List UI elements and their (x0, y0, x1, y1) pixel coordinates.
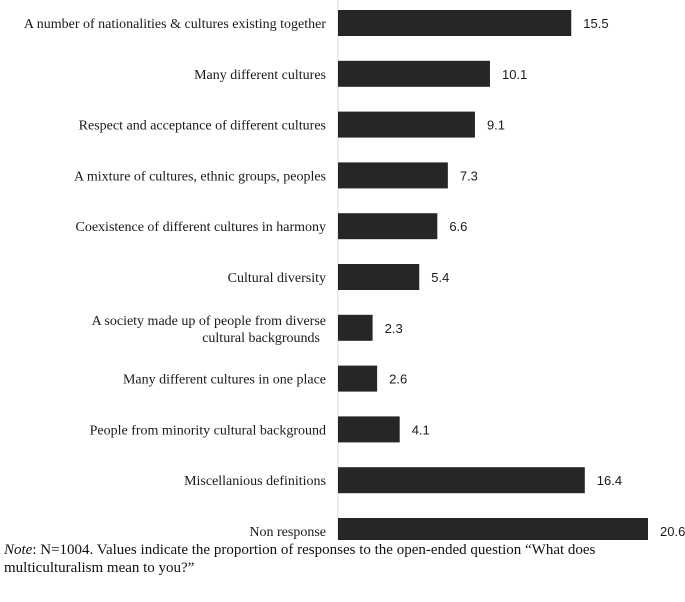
value-label: 16.4 (597, 473, 622, 488)
bar (338, 60, 490, 87)
value-label: 2.3 (385, 321, 403, 336)
value-label: 5.4 (431, 270, 449, 285)
category-label: Many different cultures (194, 68, 326, 83)
category-label: Many different cultures in one place (123, 373, 326, 388)
bar (338, 264, 420, 290)
bar (338, 162, 448, 189)
bar (338, 416, 400, 443)
value-label: 10.1 (502, 67, 527, 82)
bar (338, 10, 572, 36)
category-label: A number of nationalities & cultures exi… (24, 17, 326, 32)
bar (338, 467, 585, 494)
category-label: Cultural diversity (228, 271, 326, 286)
value-label: 7.3 (460, 168, 478, 183)
value-label: 15.5 (583, 16, 608, 31)
category-label: Non response (249, 525, 326, 540)
note-text: : N=1004. Values indicate the proportion… (4, 542, 596, 576)
bar (338, 111, 475, 138)
bar (338, 365, 378, 392)
value-label: 6.6 (449, 219, 467, 234)
bar (338, 518, 648, 540)
bar-chart: A number of nationalities & cultures exi… (24, 0, 685, 540)
category-label: A society made up of people from diverse… (92, 314, 326, 346)
category-label: People from minority cultural background (90, 423, 326, 438)
value-label: 4.1 (412, 422, 430, 437)
value-label: 20.6 (660, 524, 685, 539)
bar (338, 314, 373, 341)
value-label: 9.1 (487, 118, 505, 133)
note-label: Note (4, 542, 33, 558)
category-label: Respect and acceptance of different cult… (79, 119, 326, 134)
category-label: Coexistence of different cultures in har… (76, 220, 327, 235)
value-label: 2.6 (389, 372, 407, 387)
bar (338, 213, 438, 240)
chart-note: Note: N=1004. Values indicate the propor… (4, 541, 674, 577)
category-label: A mixture of cultures, ethnic groups, pe… (74, 169, 326, 184)
category-label: Miscellanious definitions (184, 474, 326, 489)
